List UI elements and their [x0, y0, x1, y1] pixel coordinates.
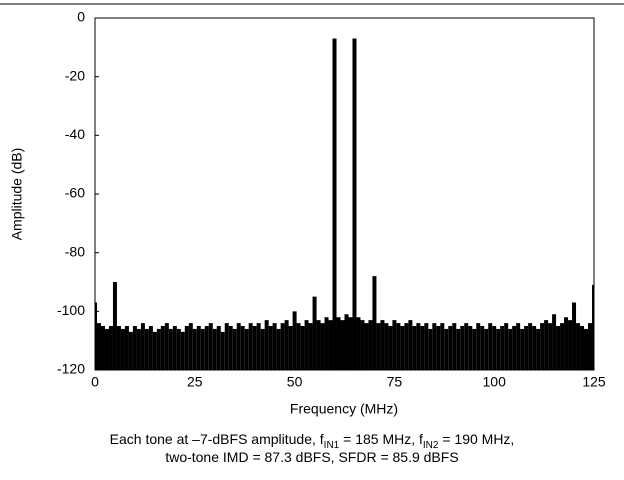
y-tick-label: -40	[65, 126, 85, 142]
x-tick-label: 0	[91, 374, 99, 390]
x-tick-label: 125	[582, 374, 606, 390]
y-axis-label: Amplitude (dB)	[9, 148, 25, 241]
y-tick-label: -80	[65, 243, 85, 259]
caption-text: two-tone IMD = 87.3 dBFS, SFDR = 85.9 dB…	[165, 449, 458, 465]
plot-marks	[95, 38, 594, 370]
caption-text: = 190 MHz,	[438, 431, 514, 447]
x-tick-label: 75	[387, 374, 403, 390]
y-tick-label: 0	[77, 9, 85, 25]
x-axis-label: Frequency (MHz)	[290, 401, 398, 417]
y-tick-label: -120	[57, 361, 85, 377]
caption-subscript: IN1	[324, 440, 340, 451]
y-tick-label: -60	[65, 185, 85, 201]
caption-subscript: IN2	[423, 440, 439, 451]
caption-text: Each tone at –7-dBFS amplitude, f	[110, 431, 324, 447]
caption-line: two-tone IMD = 87.3 dBFS, SFDR = 85.9 dB…	[165, 449, 458, 465]
x-tick-label: 25	[187, 374, 203, 390]
y-tick-label: -100	[57, 302, 85, 318]
y-tick-label: -20	[65, 67, 85, 83]
caption-line: Each tone at –7-dBFS amplitude, fIN1 = 1…	[110, 431, 515, 451]
caption-text: = 185 MHz, f	[339, 431, 423, 447]
x-tick-label: 100	[483, 374, 507, 390]
x-tick-label: 50	[287, 374, 303, 390]
